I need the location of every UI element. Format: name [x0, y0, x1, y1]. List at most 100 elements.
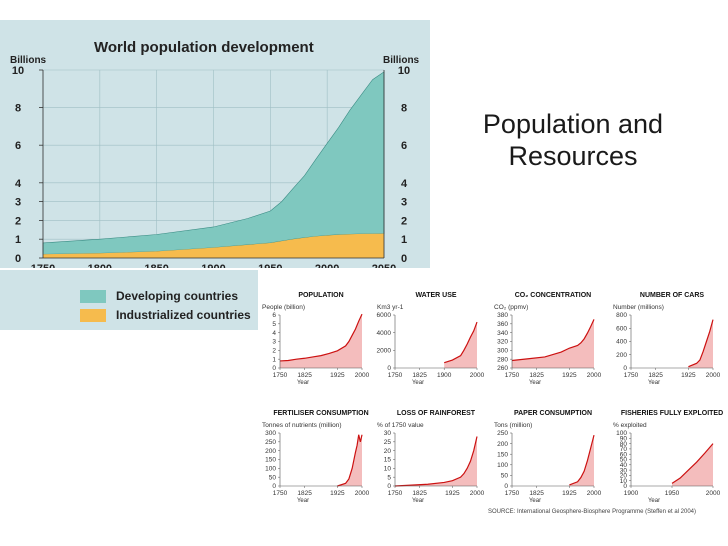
main-ytick-label-left: 2 [15, 215, 21, 227]
panel-xtick-label: 1925 [562, 372, 577, 379]
panel-ytick-label: 0 [387, 483, 391, 490]
panel-ytick-label: 250 [265, 439, 276, 446]
panel-series-line [394, 436, 478, 487]
panel-xtick-label: 1750 [624, 372, 639, 379]
panel-unit-label: % of 1750 value [377, 422, 424, 429]
main-chart-title: World population development [94, 39, 314, 56]
panel-ytick-label: 200 [497, 441, 508, 448]
panel-ytick-label: 20 [384, 448, 392, 455]
panel-title: FISHERIES FULLY EXPLOITED [621, 410, 723, 417]
panel-xlabel: Year [297, 498, 309, 504]
main-ytick-label-right: 2 [401, 215, 407, 227]
legend-item-developing: Developing countries [80, 288, 238, 304]
main-ylabel-left: Billions [10, 55, 47, 66]
panel-ytick-label: 80 [620, 441, 628, 448]
panel-xlabel: Year [529, 380, 541, 386]
resource-chart-panel: PAPER CONSUMPTION Tons (million) 0 50 100 150… [494, 410, 602, 504]
panel-series-line [671, 443, 714, 484]
panel-ytick-label: 0 [623, 365, 627, 372]
panel-area-fill [444, 322, 477, 368]
legend-item-industrialized: Industrialized countries [80, 307, 251, 323]
panel-ytick-label: 200 [616, 352, 627, 359]
legend-swatch-industrialized [80, 308, 106, 322]
panel-xtick-label: 1825 [297, 372, 312, 379]
world-population-chart: 1750 1800 1850 1900 1950 2000 2050 0 1 2 3 4 6 8 10 0 1 2… [0, 20, 430, 268]
panel-ytick-label: 380 [497, 312, 508, 319]
main-legend: Developing countries Industrialized coun… [0, 270, 258, 330]
panel-ytick-label: 6 [272, 312, 276, 319]
resource-chart-panel: NUMBER OF CARS Number (millions) 0 200 400 60… [613, 292, 721, 386]
panel-ytick-label: 50 [501, 473, 509, 480]
panel-xtick-label: 1825 [297, 490, 312, 497]
panel-ytick-label: 340 [497, 330, 508, 337]
panel-ytick-label: 800 [616, 312, 627, 319]
panel-title: LOSS OF RAINFOREST [397, 410, 476, 417]
panel-ytick-label: 50 [620, 457, 628, 464]
main-xtick-label: 2000 [315, 263, 339, 268]
panel-xlabel: Year [412, 380, 424, 386]
panel-ytick-label: 5 [272, 321, 276, 328]
panel-ytick-label: 20 [620, 473, 628, 480]
panel-series-line [444, 321, 478, 364]
panel-title: WATER USE [415, 292, 456, 299]
main-ytick-label-right: 8 [401, 103, 407, 115]
panel-xtick-label: 2000 [706, 490, 721, 497]
panel-ytick-label: 50 [269, 474, 277, 481]
main-ytick-label-left: 10 [12, 65, 24, 77]
panel-xtick-label: 1825 [412, 490, 427, 497]
legend-label-industrialized: Industrialized countries [116, 308, 251, 322]
panel-ytick-label: 260 [497, 365, 508, 372]
panel-ytick-label: 15 [384, 457, 392, 464]
panel-title: CO₂ CONCENTRATION [515, 292, 591, 299]
panel-xtick-label: 1825 [529, 372, 544, 379]
panel-title: FERTILISER CONSUMPTION [273, 410, 368, 417]
panel-xtick-label: 2000 [587, 490, 602, 497]
panel-area-fill [672, 443, 713, 486]
panel-xtick-label: 2000 [587, 372, 602, 379]
panel-ytick-label: 2000 [377, 348, 392, 355]
panel-xtick-label: 2000 [470, 372, 485, 379]
panel-unit-label: Tons (million) [494, 422, 532, 429]
panel-xlabel: Year [297, 380, 309, 386]
panel-xlabel: Year [648, 498, 660, 504]
panel-xtick-label: 1900 [624, 490, 639, 497]
panel-unit-label: People (billion) [262, 304, 305, 311]
resource-chart-panel: FISHERIES FULLY EXPLOITED% exploited0102… [613, 410, 723, 504]
panel-ytick-label: 10 [384, 466, 392, 473]
panel-xtick-label: 2000 [470, 490, 485, 497]
panel-xlabel: Year [648, 380, 660, 386]
main-chart-ticks: 1750 1800 1850 1900 1950 2000 2050 0 1 2 3 4 6 8 10 0 1 2… [12, 65, 410, 268]
panel-ytick-label: 280 [497, 356, 508, 363]
panel-ytick-label: 4000 [377, 330, 392, 337]
panel-series-line [279, 313, 363, 362]
legend-swatch-developing [80, 289, 106, 303]
slide-title: Population and Resources [462, 108, 684, 172]
panel-ytick-label: 100 [616, 430, 627, 437]
panel-ytick-label: 70 [620, 446, 628, 453]
panel-ytick-label: 150 [497, 451, 508, 458]
main-xtick-label: 2050 [372, 263, 396, 268]
panel-series-line [569, 434, 595, 486]
panel-series-line [688, 319, 714, 368]
main-xtick-label: 1950 [258, 263, 282, 268]
main-xtick-label: 1900 [201, 263, 225, 268]
panel-area-fill [280, 314, 362, 368]
panel-ytick-label: 90 [620, 436, 628, 443]
panel-ytick-label: 250 [497, 430, 508, 437]
panel-xtick-label: 1750 [505, 372, 520, 379]
panel-ytick-label: 6000 [377, 312, 392, 319]
panel-ytick-label: 30 [384, 430, 392, 437]
panel-unit-label: % exploited [613, 422, 647, 429]
main-ytick-label-right: 10 [398, 65, 410, 77]
panel-xtick-label: 1750 [273, 372, 288, 379]
panel-xtick-label: 2000 [355, 490, 370, 497]
panel-xtick-label: 1750 [273, 490, 288, 497]
slide-title-line-2: Resources [508, 141, 638, 171]
panel-ytick-label: 400 [616, 339, 627, 346]
panel-xlabel: Year [412, 498, 424, 504]
panel-xtick-label: 1750 [388, 372, 403, 379]
main-ytick-label-left: 0 [15, 253, 21, 265]
panel-ytick-label: 4 [272, 330, 276, 337]
panel-ytick-label: 300 [497, 348, 508, 355]
